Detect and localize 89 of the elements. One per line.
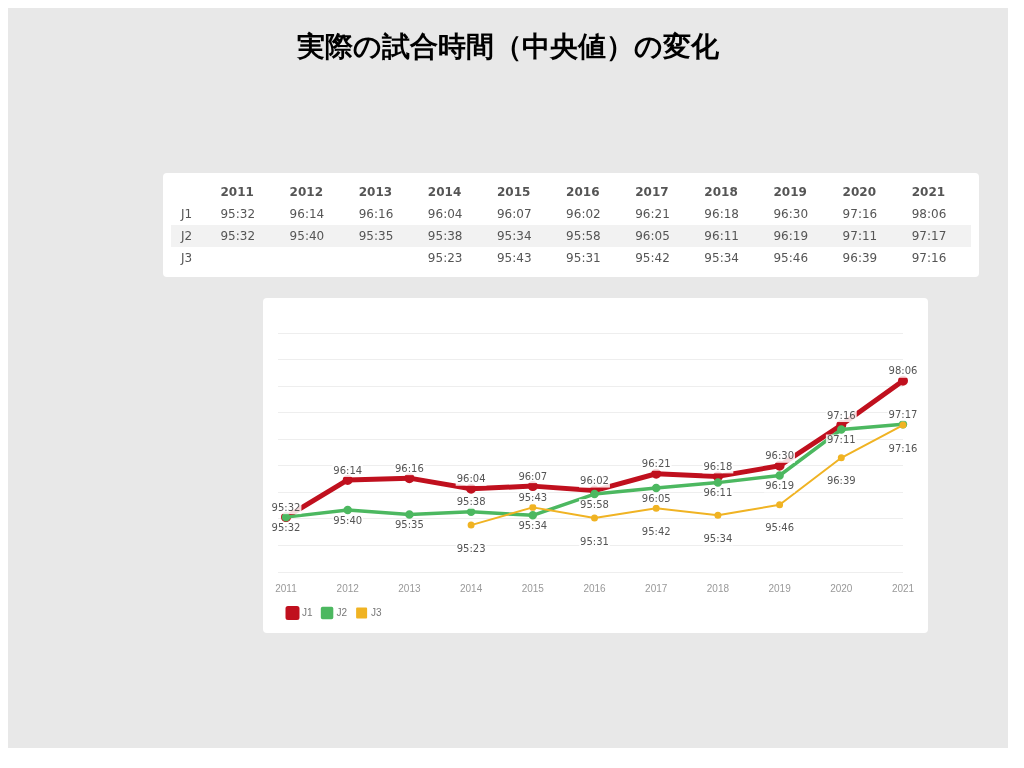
- text: 95:35: [358, 229, 394, 243]
- data-label: 95:40: [333, 514, 363, 526]
- text: 98:06: [911, 207, 947, 221]
- x-tick-label: 2020: [830, 582, 853, 594]
- x-tick-label: 2013: [398, 582, 421, 594]
- data-label: 95:46: [772, 250, 810, 267]
- data-label: 97:11: [826, 434, 856, 446]
- x-tick-label: 2018: [706, 582, 730, 594]
- text: 96:18: [704, 207, 739, 221]
- data-label: 96:19: [765, 480, 795, 492]
- data-label: 96:04: [456, 473, 486, 485]
- text: 97:16: [888, 442, 918, 454]
- text: 96:05: [635, 229, 670, 243]
- data-label: 95:38: [456, 496, 486, 508]
- data-label: 95:23: [426, 250, 464, 267]
- x-tick-label: 2012: [336, 582, 360, 594]
- data-label: 97:16: [910, 250, 948, 267]
- text: 95:58: [566, 229, 601, 243]
- text: 95:31: [580, 535, 609, 547]
- text: 96:19: [773, 229, 809, 243]
- text: 95:34: [496, 229, 532, 243]
- category-label: 2014: [427, 185, 462, 199]
- text: 97:11: [842, 229, 878, 243]
- category-label: 2017: [635, 185, 669, 199]
- category-label: 2013: [358, 185, 393, 199]
- category-label: 2015: [496, 185, 531, 199]
- data-label: 95:42: [634, 250, 671, 267]
- text: 95:38: [427, 229, 463, 243]
- text: 95:43: [518, 491, 548, 503]
- text: 96:02: [566, 207, 601, 221]
- category-label: 2021: [911, 185, 946, 199]
- text: J2: [181, 229, 193, 243]
- text: 96:04: [427, 207, 463, 221]
- data-label: 95:35: [394, 519, 424, 531]
- text: J3: [181, 251, 193, 265]
- text: 96:21: [635, 207, 670, 221]
- category-label: 2016: [566, 185, 600, 199]
- text: 95:32: [220, 229, 256, 243]
- text: 96:16: [358, 207, 394, 221]
- chart-title: 実際の試合時間（中央値）の変化: [296, 29, 720, 65]
- data-label: 97:17: [888, 408, 918, 420]
- data-label: 97:16: [826, 409, 856, 421]
- text: 96:11: [704, 229, 739, 243]
- data-label: 95:32: [271, 521, 301, 533]
- x-tick-label: 2016: [583, 582, 607, 594]
- text: 96:30: [773, 207, 809, 221]
- data-label: 96:05: [641, 492, 671, 504]
- category-label: 2018: [704, 185, 738, 199]
- data-label: 96:18: [703, 460, 733, 472]
- text: 96:14: [289, 207, 325, 221]
- x-tick-label: 2021: [891, 582, 915, 594]
- text: 95:46: [765, 522, 795, 534]
- text: 95:32: [220, 207, 256, 221]
- x-tick-label: 2011: [275, 582, 298, 594]
- data-label: 95:31: [565, 250, 602, 267]
- data-label: 96:30: [765, 450, 795, 462]
- text: J1: [181, 207, 193, 221]
- data-label: 96:21: [641, 458, 671, 470]
- data-label: 96:07: [518, 470, 548, 482]
- category-label: 2019: [773, 185, 807, 199]
- text: 97:16: [842, 207, 878, 221]
- data-label: 96:11: [703, 487, 733, 499]
- x-tick-label: 2014: [459, 582, 483, 594]
- category-label: 2012: [289, 185, 324, 199]
- data-label: 96:02: [580, 475, 609, 487]
- legend-label: J3: [371, 606, 383, 618]
- text: 97:17: [911, 229, 947, 243]
- x-tick-label: 2019: [768, 582, 792, 594]
- data-label: 95:34: [703, 250, 740, 267]
- x-tick-label: 2015: [521, 582, 545, 594]
- legend-label: J2: [336, 606, 348, 618]
- data-label: 95:34: [518, 519, 548, 531]
- text: 96:07: [496, 207, 532, 221]
- text: 95:23: [456, 542, 486, 554]
- category-label: 2020: [842, 185, 877, 199]
- text: 95:42: [641, 525, 671, 537]
- text: 95:40: [289, 229, 325, 243]
- x-tick-label: 2017: [645, 582, 668, 594]
- data-label: 96:39: [841, 250, 879, 267]
- data-label: 96:16: [394, 462, 424, 474]
- data-label: 96:14: [333, 464, 363, 476]
- data-label: 98:06: [888, 365, 918, 377]
- data-label: 95:43: [496, 250, 533, 267]
- data-label: 95:32: [271, 501, 301, 513]
- text: 95:34: [703, 532, 733, 544]
- data-label: 95:58: [580, 498, 609, 510]
- legend-label: J1: [302, 606, 313, 618]
- category-label: 2011: [220, 185, 254, 199]
- text: 96:39: [826, 475, 856, 487]
